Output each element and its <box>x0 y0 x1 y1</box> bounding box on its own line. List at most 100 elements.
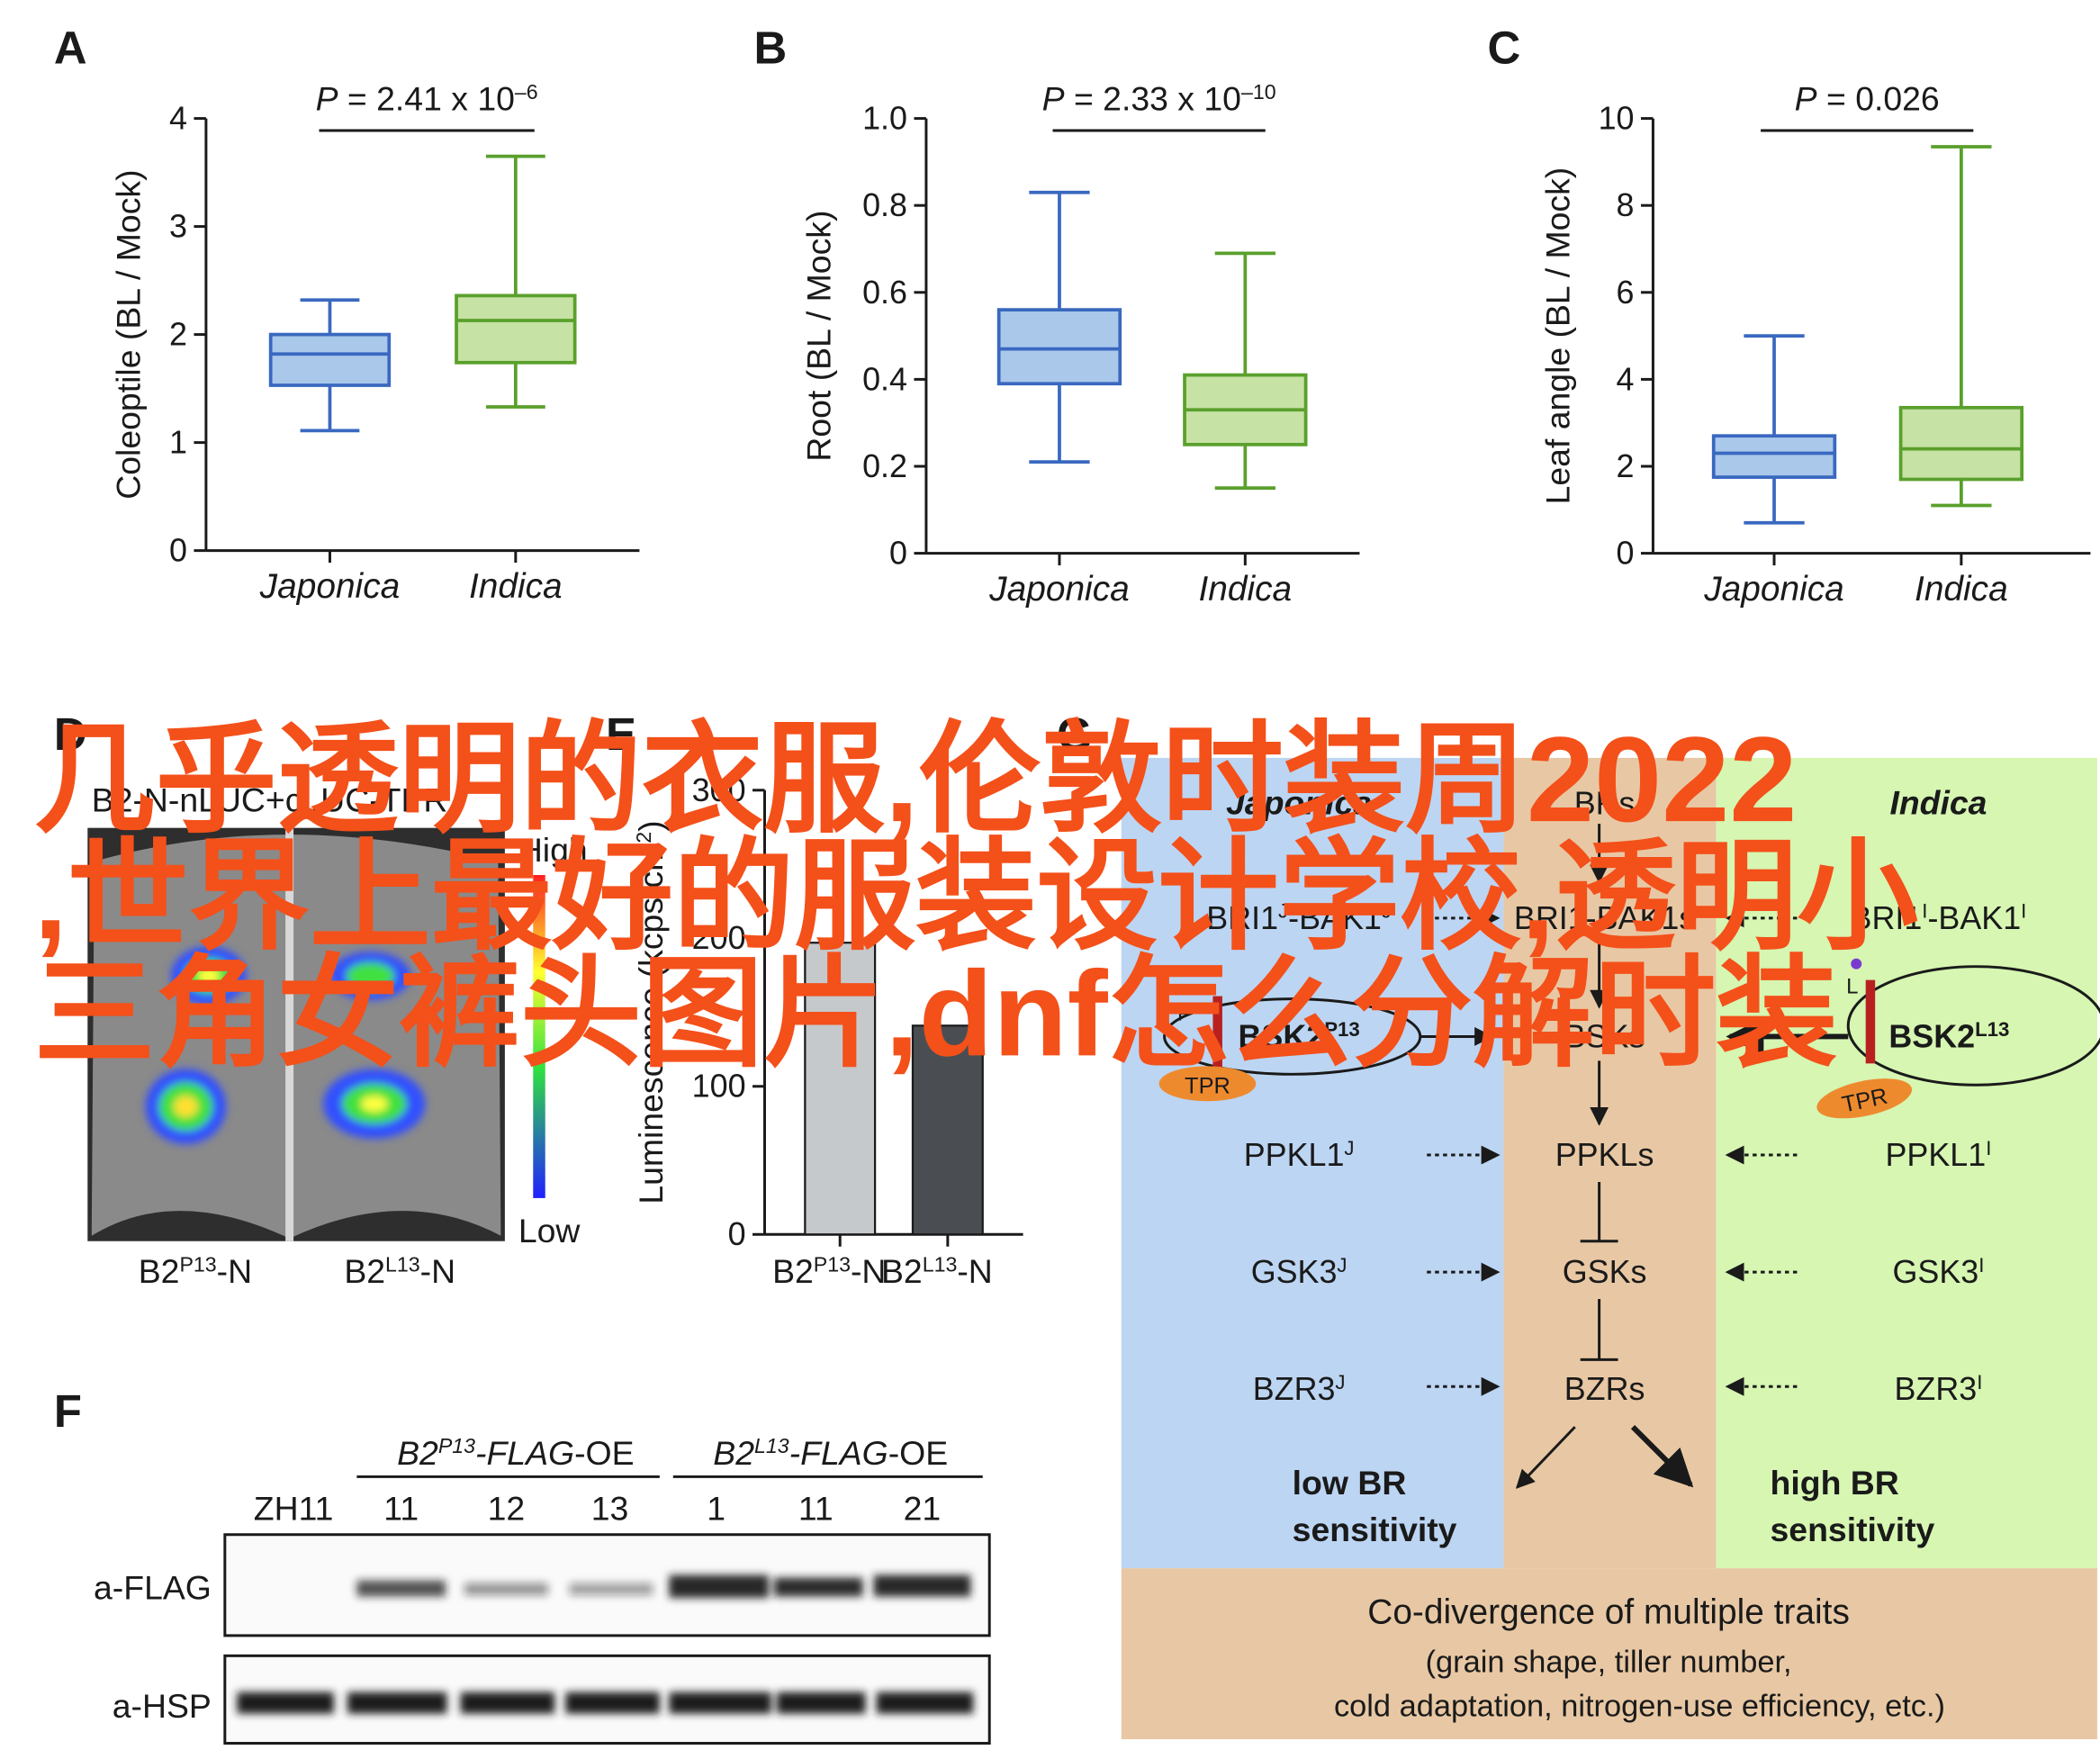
y-tick-label: 1.0 <box>862 101 907 137</box>
p-value-part: = 2.33 x 10 <box>1065 80 1241 118</box>
pathway-node-part: J <box>1344 1137 1354 1159</box>
pathway-diagram <box>1121 757 2100 1740</box>
site-label: P <box>1177 1002 1192 1026</box>
leaf-image <box>87 827 545 1241</box>
y-tick-label: 10 <box>1599 101 1635 137</box>
y-tick-label: 1 <box>169 425 187 461</box>
y-tick-label: 0.2 <box>862 448 907 484</box>
box <box>455 293 577 365</box>
site-label: L <box>1846 975 1858 999</box>
pathway-node-part: I <box>1922 900 1927 923</box>
trait-text: Co-divergence of multiple traits <box>1367 1592 1850 1631</box>
pathway-node-part: BSKs <box>1564 1018 1645 1054</box>
y-tick-label: 4 <box>169 101 187 137</box>
x-tick-label: Indica <box>1915 570 2008 609</box>
lane-label: ZH11 <box>254 1489 334 1527</box>
y-tick-label: 0 <box>1617 536 1635 572</box>
leaf-label-part: P13 <box>179 1252 216 1276</box>
pathway-node: PPKL1I <box>1886 1137 1992 1173</box>
outcome-label: sensitivity <box>1771 1511 1935 1548</box>
panel-letter: E <box>606 708 636 760</box>
pathway-node-part: J <box>1278 900 1288 923</box>
pathway-node: BSK2P13 <box>1238 1018 1359 1054</box>
pathway-node-part: BZR3 <box>1895 1371 1978 1407</box>
column-header: Japonica <box>1226 784 1372 822</box>
p-value-part: P <box>1795 80 1817 118</box>
pathway-node: BSK2L13 <box>1888 1018 2009 1054</box>
x-tick-label: Japonica <box>259 567 401 606</box>
row-label: a-FLAG <box>94 1569 212 1607</box>
box <box>1711 434 1837 479</box>
y-axis-label-part: Luminescence (kcps/cm <box>632 843 670 1204</box>
y-tick-label: 0.4 <box>862 361 907 397</box>
lane-label: 21 <box>904 1489 942 1527</box>
pathway-node: BZRs <box>1564 1371 1645 1407</box>
x-tick-label: B2L13-N <box>881 1252 993 1290</box>
y-axis-label-part: 2 <box>632 832 655 843</box>
pathway-node-part: BSK2 <box>1888 1018 1975 1054</box>
x-tick-label: B2P13-N <box>772 1252 886 1290</box>
pathway-node-part: J <box>1337 1254 1347 1276</box>
pathway-node-part: GSKs <box>1563 1254 1647 1290</box>
pathway-node-part: P13 <box>1324 1018 1360 1041</box>
overlay-text: 几乎透明的衣服,伦敦时装周2022 <box>33 711 1797 847</box>
pathway-node-part: I <box>1978 1254 1984 1276</box>
pathway-node-part: -BAK1 <box>1288 900 1382 936</box>
outcome-label: low BR <box>1293 1464 1407 1502</box>
pathway-node: BZR3J <box>1253 1371 1346 1407</box>
scale-high: High <box>518 831 588 869</box>
leaf-label: B2L13-N <box>344 1252 455 1290</box>
pathway-node-part: I <box>2021 900 2026 923</box>
pathway-node: BRI1I-BAK1I <box>1851 900 2027 936</box>
pathway-node-part: BSK2 <box>1238 1018 1324 1054</box>
p-value-part: –6 <box>515 80 538 104</box>
leaf-label-part: L13 <box>385 1252 420 1276</box>
pathway-node-part: GSK3 <box>1893 1254 1979 1290</box>
group-label-part: -FLAG <box>789 1434 888 1472</box>
y-tick-label: 300 <box>692 772 746 808</box>
x-tick-label: Indica <box>1198 570 1292 609</box>
panel-letter: B <box>754 22 788 73</box>
x-tick-label-part: B2 <box>881 1252 923 1290</box>
tpr-label: TPR <box>1185 1073 1230 1098</box>
lane-label: 13 <box>591 1489 629 1527</box>
pathway-node: GSKs <box>1563 1254 1647 1290</box>
pathway-node: BZR3I <box>1895 1371 1983 1407</box>
box <box>268 332 392 387</box>
panel-letter: A <box>54 22 87 73</box>
p-value-part: –10 <box>1241 80 1276 104</box>
trait-text: (grain shape, tiller number, <box>1426 1645 1792 1679</box>
leaf-label-part: -N <box>420 1252 455 1290</box>
p-value-part: P <box>1042 80 1065 118</box>
pathway-node: BRI1J-BAK1J <box>1206 900 1392 936</box>
group-label-part: B2 <box>397 1434 438 1472</box>
box <box>996 308 1122 386</box>
panel-letter: C <box>1488 22 1521 73</box>
group-label-part: -OE <box>574 1434 634 1472</box>
pathway-node-part: BRI1 <box>1206 900 1278 936</box>
leaf-label: B2P13-N <box>139 1252 252 1290</box>
overlay-text: ,世界上最好的服装设计学校,透明小 <box>33 828 1918 964</box>
pathway-node-part: J <box>1382 900 1392 923</box>
y-tick-label: 6 <box>1617 275 1635 311</box>
group-label-part: B2 <box>713 1434 754 1472</box>
y-tick-label: 8 <box>1617 187 1635 223</box>
x-tick-label-part: B2 <box>772 1252 814 1290</box>
pathway-node-part: BZRs <box>1564 1371 1645 1407</box>
x-tick-label-part: -N <box>957 1252 992 1290</box>
y-tick-label: 0 <box>169 533 187 569</box>
pathway-node-part: BRI1 <box>1851 900 1923 936</box>
leaf-label-part: B2 <box>139 1252 180 1290</box>
box <box>1898 405 2024 482</box>
p-value: P = 2.41 x 10–6 <box>316 80 538 118</box>
pathway-node-part: PPKL1 <box>1244 1137 1345 1173</box>
y-tick-label: 100 <box>692 1069 746 1105</box>
pathway-node: GSK3J <box>1251 1254 1347 1290</box>
overlay-text: 三角女裤头图片,dnf怎么分解时装 <box>33 945 1837 1081</box>
y-axis-label: Root (BL / Mock) <box>800 211 838 462</box>
y-axis-label-part: ) <box>632 820 670 831</box>
bar <box>911 1024 984 1236</box>
p-value-part: = 2.41 x 10 <box>338 80 515 118</box>
pathway-node: BSKs <box>1564 1018 1645 1054</box>
pathway-node-part: PPKLs <box>1555 1137 1654 1173</box>
